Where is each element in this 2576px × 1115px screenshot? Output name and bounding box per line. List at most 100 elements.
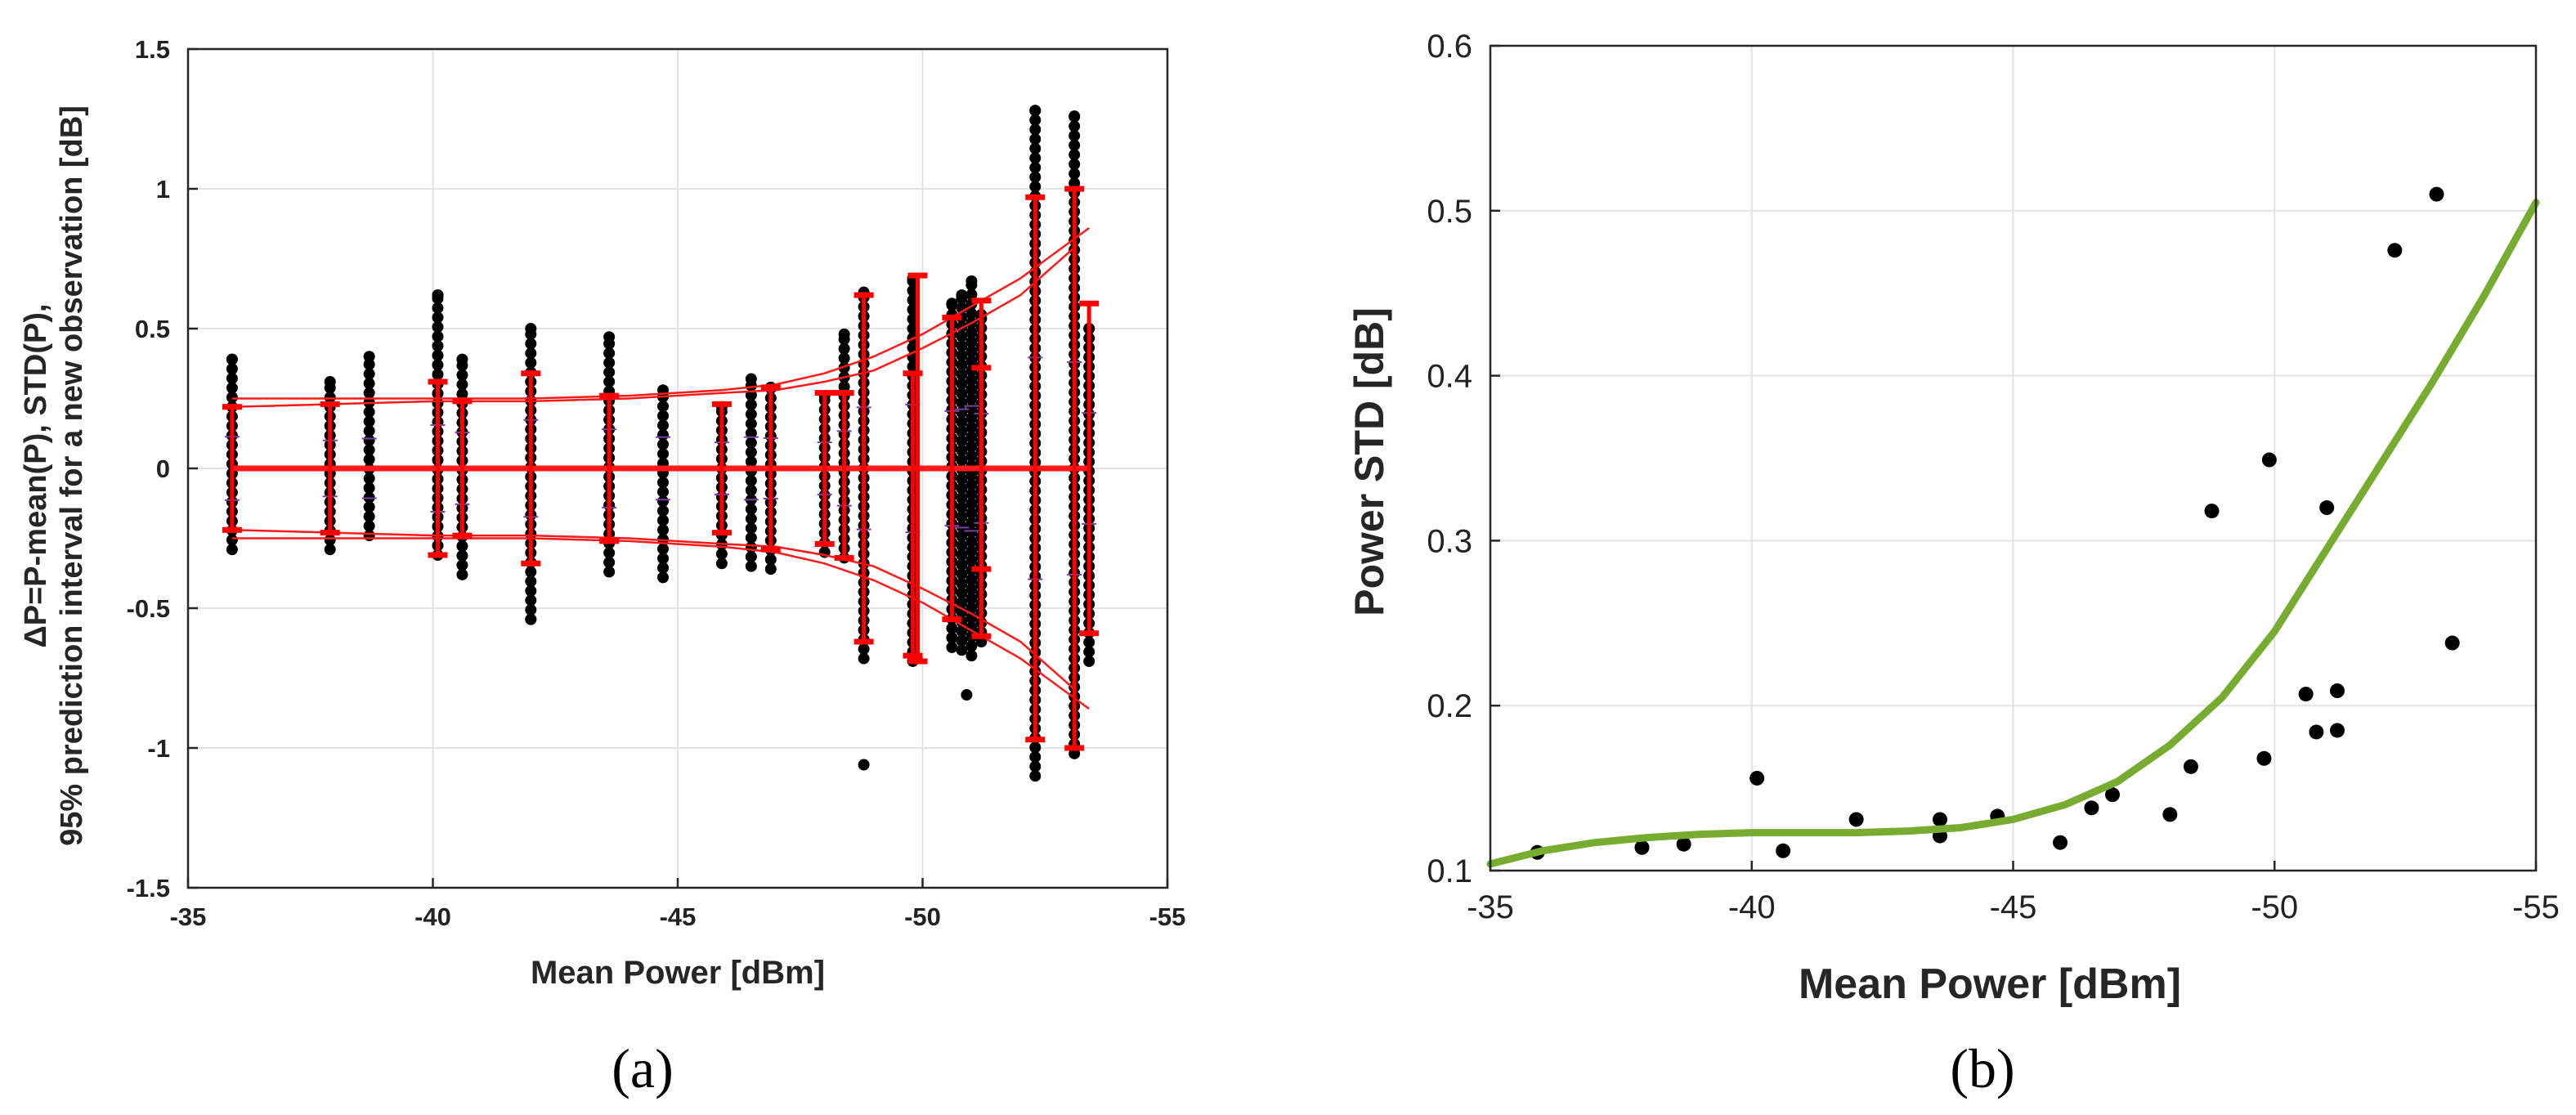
panel-a-y-tick-label: 1 [156,175,170,204]
panel-b-y-tick-label: 0.4 [1427,359,1472,395]
panel-a-point [363,368,375,380]
panel-b-point [2084,800,2099,816]
panel-a-point [456,540,468,553]
panel-a-point [657,562,670,574]
panel-a-error-bar [222,404,242,533]
panel-a-point [657,477,670,489]
panel-a-point [965,507,978,519]
panel-b-point [2319,500,2335,516]
panel-a-error-bar [814,390,835,547]
panel-a-error-bars [222,186,1100,751]
panel-a-point [363,387,375,399]
panel-a-point [456,559,468,571]
panel-a-point [745,475,757,487]
panel-b-x-tick-label: -45 [1990,889,2037,925]
panel-a-point [965,346,978,358]
panel-b-y-tick-label: 0.5 [1427,194,1472,230]
panel-a-point [432,330,444,343]
panel-a-point [525,338,537,350]
panel-b-point [2105,787,2121,803]
panel-b-point [1676,836,1691,852]
panel-a-point [657,543,670,555]
panel-a-point [956,472,968,485]
panel-b-point [2387,243,2403,258]
panel-b-point [2429,186,2444,202]
panel-a-point [363,425,375,437]
panel-a-error-bar [1064,186,1085,751]
panel-a-outlier-point [858,759,870,771]
panel-a-point [1029,152,1042,164]
panel-a-point [456,378,468,391]
panel-a-point [603,547,616,559]
panel-a-scatter-column [956,289,968,656]
panel-a-error-bar [452,398,473,539]
panel-a-point [456,388,468,401]
panel-a-point [956,349,968,361]
panel-a-error-bar [834,390,854,561]
panel-a-error-bar [760,384,781,553]
panel-b-point [2329,683,2345,699]
panel-b-point [1776,843,1791,858]
panel-a-point [965,488,978,500]
panel-a-point [745,455,757,468]
panel-a-point [745,484,757,496]
panel-a-point [965,383,978,396]
panel-a-point [456,568,468,580]
panel-a-y-tick-label: 0.5 [135,315,170,343]
panel-b-x-tick-label: -35 [1467,889,1514,925]
panel-a-point [603,566,616,578]
panel-b-x-tick-label: -50 [2251,889,2298,925]
panel-a-point [946,622,958,634]
panel-a-point [363,472,375,485]
panel-a-point [1029,105,1042,117]
panel-b-point [2329,723,2345,738]
panel-a-point [956,435,968,447]
panel-b-point [1932,812,1947,827]
panel-a-point [363,351,375,363]
panel-a-point [956,330,968,343]
panel-a-y-tick-label: -1 [147,734,170,763]
panel-a-point [956,625,968,638]
panel-a-x-tick-label: -55 [1149,902,1186,931]
panel-b-point [2162,807,2178,822]
panel-a-point [1029,133,1042,146]
panel-a-point [363,510,375,522]
panel-a-point [525,323,537,334]
panel-a-point [324,375,336,387]
panel-a-point [432,369,444,381]
panel-a-point [745,373,757,385]
panel-a-point [965,422,978,434]
panel-a-y-axis-label-line2: 95% prediction interval for a new observ… [55,105,89,846]
panel-a-point [525,356,537,369]
panel-b-fit-curve [1486,199,2540,868]
panel-a-point [603,556,616,568]
panel-a-point [745,503,757,515]
panel-a-y-ticks: -1.5 -1 -0.5 0 0.5 1 1.5 [127,35,198,902]
panel-a-point [525,575,537,588]
panel-a-point [745,399,757,411]
panel-a-point [657,571,670,584]
panel-a-point [956,425,968,437]
panel-b-point [2309,724,2324,740]
panel-a-point [745,522,757,535]
panel-a-error-bar [1079,300,1100,637]
panel-a-scatter-column [745,373,757,572]
panel-a-point [1029,123,1042,136]
panel-a-outlier-point [432,289,444,301]
panel-a-point [1068,168,1081,180]
panel-a-point [432,340,444,352]
panel-a-point [965,640,978,652]
panel-a-y-axis-label-line1: ΔP=P-mean(P), STD(P), [19,303,53,647]
panel-a-point [965,441,978,453]
panel-a-y-tick-label: -1.5 [127,874,170,902]
panel-a-point [226,544,238,556]
panel-a-error-bar [1025,194,1046,743]
panel-a: -35 -40 -45 -50 -55 -1.5 -1 -0.5 0 0.5 1 1.5 Mean … [19,35,1185,1099]
panel-b-point [2298,687,2314,702]
panel-a-point [956,340,968,352]
panel-a-point [956,568,968,580]
panel-a-point [956,577,968,589]
panel-b-y-ticks: 0.1 0.2 0.3 0.4 0.5 0.6 [1427,29,1500,889]
panel-a-point [956,540,968,552]
